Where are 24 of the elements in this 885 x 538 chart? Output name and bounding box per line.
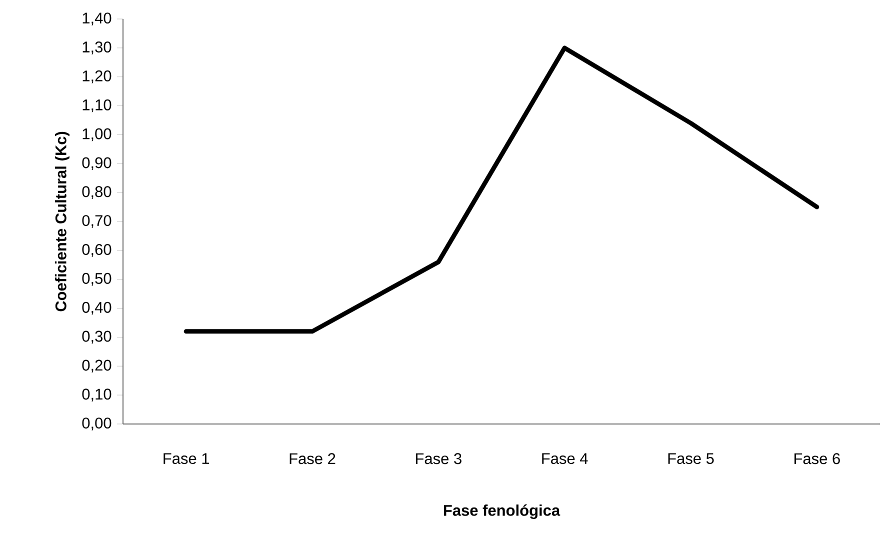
y-tick-label: 0,20 [82,360,112,373]
y-tick-label: 0,40 [82,302,112,315]
x-tick-label: Fase 5 [668,453,714,464]
x-tick-label: Fase 4 [542,453,588,464]
x-tick-label: Fase 1 [164,453,210,464]
y-tick-label: 0,90 [82,157,112,170]
y-tick-label: 0,10 [82,388,112,402]
y-tick-label: 1,10 [82,99,112,112]
y-tick-label: 0,60 [82,244,112,257]
y-tick-label: 0,30 [82,330,112,344]
y-tick-label: 0,80 [82,186,112,199]
y-tick-label: 1,40 [82,12,112,26]
y-tick-label: 1,20 [82,70,112,84]
y-tick-label: 0,50 [82,272,112,286]
x-tick-label: Fase 6 [794,453,840,464]
y-tick-label: 1,00 [82,128,112,142]
y-tick-label: 1,30 [82,42,112,54]
line-series [184,46,820,334]
y-axis-title: Coeficiente Cultural (Kc) [54,132,70,312]
x-tick-label: Fase 3 [416,453,462,464]
x-axis-title: Fase fenológica [444,504,560,520]
x-tick-label: Fase 2 [290,453,336,464]
y-tick-label: 0,00 [82,418,112,430]
y-tick-label: 0,70 [82,215,112,228]
